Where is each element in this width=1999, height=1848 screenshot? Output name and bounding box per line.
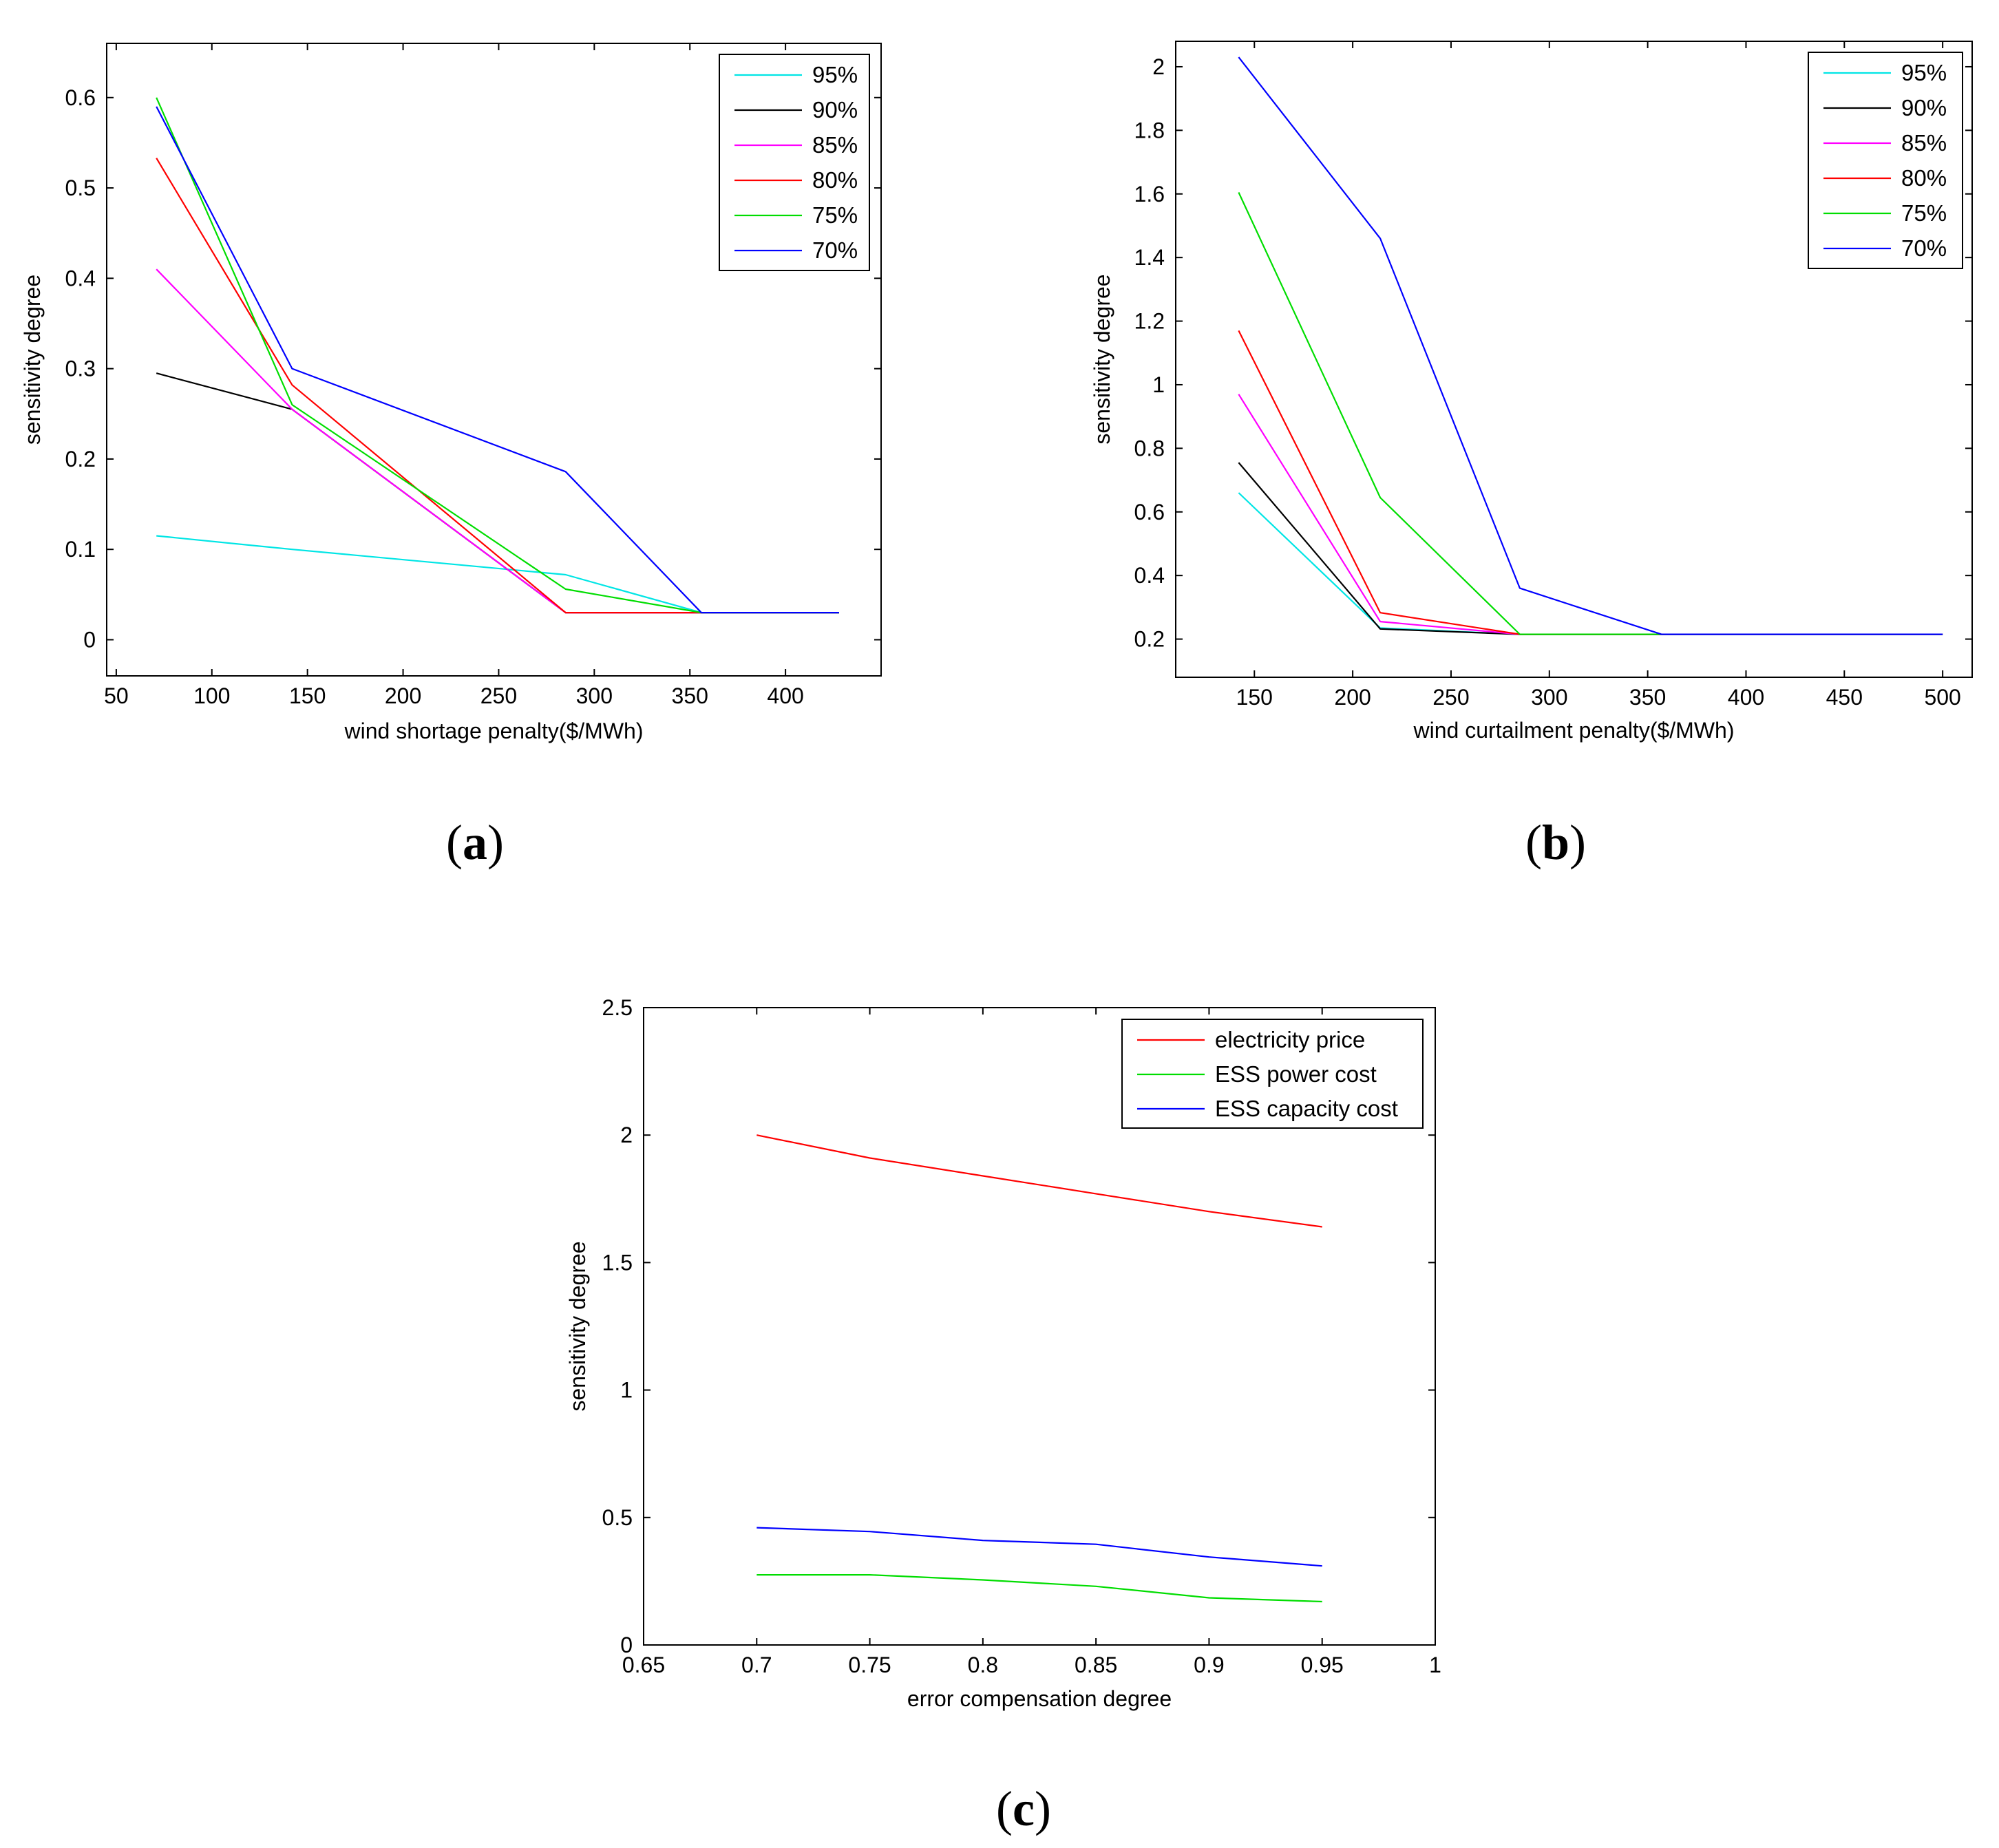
x-tick-label: 400: [1728, 685, 1764, 710]
x-tick-label: 0.8: [968, 1653, 998, 1677]
y-tick-label: 0.8: [1134, 436, 1165, 460]
legend-entry-label: 80%: [812, 167, 858, 193]
chart-a-x-axis-label: wind shortage penalty($/MWh): [344, 719, 644, 743]
x-tick-label: 1: [1429, 1653, 1441, 1677]
x-tick-label: 0.65: [622, 1653, 665, 1677]
legend-entry-label: 85%: [1901, 130, 1947, 156]
chart-b: 150 200 250 300 350 400 450 500 0.2 0.4 0.6 0.8 1 1.2…: [1090, 41, 1973, 743]
x-tick-label: 250: [480, 683, 517, 708]
y-tick-label: 2: [1152, 54, 1165, 79]
y-tick-label: 2.5: [602, 995, 633, 1020]
legend-entry-label: ESS capacity cost: [1215, 1096, 1398, 1121]
y-tick-label: 0.2: [65, 447, 96, 471]
x-tick-label: 250: [1432, 685, 1469, 710]
x-tick-label: 50: [104, 683, 129, 708]
y-tick-label: 1.5: [602, 1250, 633, 1275]
series-line-electricity-price: [757, 1134, 1322, 1228]
x-tick-label: 200: [1334, 685, 1371, 710]
chart-a-y-axis-label: sensitivity degree: [20, 275, 45, 445]
legend-box: [1808, 52, 1963, 269]
x-tick-label: 300: [1531, 685, 1567, 710]
x-tick-label: 0.9: [1194, 1653, 1224, 1677]
x-tick-label: 400: [767, 683, 803, 708]
chart-a-legend: 95% 90% 85% 80% 75% 70%: [719, 54, 870, 271]
y-tick-label: 1.6: [1134, 182, 1165, 206]
chart-c: 0.65 0.7 0.75 0.8 0.85 0.9 0.95 1 0 0.5 1 1.5 2 2.5 e…: [565, 995, 1441, 1711]
x-tick-label: 350: [672, 683, 708, 708]
chart-b-x-axis-label: wind curtailment penalty($/MWh): [1413, 718, 1735, 743]
legend-entry-label: 75%: [812, 202, 858, 228]
x-tick-label: 0.95: [1301, 1653, 1344, 1677]
series-line-ess-capacity-cost: [757, 1527, 1322, 1567]
x-tick-label: 450: [1826, 685, 1863, 710]
chart-c-legend: electricity price ESS power cost ESS capac…: [1121, 1019, 1424, 1129]
y-tick-label: 1.4: [1134, 245, 1165, 270]
legend-entry-label: 90%: [812, 97, 858, 123]
series-line-70-: [156, 106, 839, 614]
chart-a: 50 100 150 200 250 300 350 400 0 0.1 0.2 0.3 0.4 0.5 0…: [20, 43, 882, 743]
legend-entry-label: 95%: [1901, 60, 1947, 85]
legend-entry-label: ESS power cost: [1215, 1061, 1377, 1087]
y-tick-label: 0.5: [602, 1505, 633, 1530]
x-tick-label: 500: [1924, 685, 1960, 710]
y-tick-label: 1: [1152, 372, 1165, 397]
y-tick-label: 1.2: [1134, 309, 1165, 334]
chart-c-y-axis-label: sensitivity degree: [565, 1241, 590, 1411]
legend-entry-label: 70%: [1901, 235, 1947, 261]
x-tick-label: 300: [576, 683, 613, 708]
y-tick-label: 0.1: [65, 537, 96, 562]
legend-entry-label: electricity price: [1215, 1027, 1365, 1052]
y-tick-label: 1: [620, 1378, 633, 1403]
chart-b-y-axis-label: sensitivity degree: [1090, 274, 1114, 444]
y-tick-label: 0.5: [65, 176, 96, 200]
x-tick-label: 0.75: [848, 1653, 891, 1677]
chart-c-frame: [643, 1007, 1436, 1646]
y-tick-label: 0: [620, 1633, 633, 1657]
x-tick-label: 0.85: [1075, 1653, 1117, 1677]
y-tick-label: 0.6: [65, 85, 96, 110]
legend-entry-label: 90%: [1901, 95, 1947, 120]
x-tick-label: 350: [1629, 685, 1666, 710]
x-tick-label: 150: [1236, 685, 1273, 710]
y-tick-label: 0.4: [1134, 563, 1165, 588]
panel-label-c: (c): [996, 1781, 1051, 1836]
x-tick-label: 150: [289, 683, 326, 708]
x-tick-label: 200: [385, 683, 421, 708]
chart-c-x-axis-label: error compensation degree: [907, 1686, 1172, 1711]
legend-entry-label: 85%: [812, 132, 858, 158]
y-tick-label: 0.2: [1134, 627, 1165, 652]
y-tick-label: 1.8: [1134, 118, 1165, 142]
legend-entry-label: 95%: [812, 62, 858, 87]
y-tick-label: 0.3: [65, 357, 96, 381]
x-tick-label: 0.7: [741, 1653, 772, 1677]
chart-a-frame: [106, 43, 882, 677]
series-line-ess-power-cost: [757, 1574, 1322, 1603]
y-tick-label: 0.4: [65, 266, 96, 290]
panel-label-b: (b): [1525, 815, 1586, 870]
chart-b-legend: 95% 90% 85% 80% 75% 70%: [1808, 52, 1963, 269]
legend-entry-label: 75%: [1901, 200, 1947, 226]
panel-label-a: (a): [446, 815, 504, 870]
x-tick-label: 100: [193, 683, 230, 708]
legend-box: [719, 54, 870, 271]
legend-entry-label: 70%: [812, 237, 858, 263]
y-tick-label: 0: [83, 627, 96, 652]
chart-b-frame: [1175, 41, 1973, 678]
y-tick-label: 2: [620, 1123, 633, 1147]
legend-entry-label: 80%: [1901, 165, 1947, 191]
y-tick-label: 0.6: [1134, 500, 1165, 524]
series-line-70-: [1238, 56, 1943, 635]
